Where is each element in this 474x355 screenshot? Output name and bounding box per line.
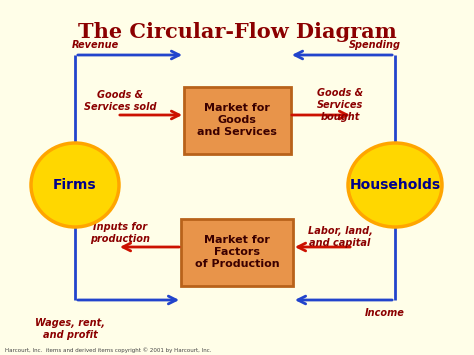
FancyBboxPatch shape bbox=[184, 87, 291, 154]
Text: Inputs for
production: Inputs for production bbox=[90, 222, 150, 244]
Text: Goods &
Services sold: Goods & Services sold bbox=[84, 90, 156, 112]
Ellipse shape bbox=[31, 143, 119, 227]
Text: Households: Households bbox=[349, 178, 440, 192]
Text: Spending: Spending bbox=[349, 40, 401, 50]
Text: Income: Income bbox=[365, 308, 405, 318]
Text: Wages, rent,
and profit: Wages, rent, and profit bbox=[35, 318, 105, 340]
Text: Harcourt, Inc.  items and derived items copyright © 2001 by Harcourt, Inc.: Harcourt, Inc. items and derived items c… bbox=[5, 347, 211, 353]
Text: Firms: Firms bbox=[53, 178, 97, 192]
Text: Market for
Factors
of Production: Market for Factors of Production bbox=[195, 235, 279, 269]
Text: The Circular-Flow Diagram: The Circular-Flow Diagram bbox=[78, 22, 396, 42]
Text: Goods &
Services
bought: Goods & Services bought bbox=[317, 88, 363, 122]
Text: Revenue: Revenue bbox=[72, 40, 118, 50]
FancyBboxPatch shape bbox=[181, 219, 293, 286]
Text: Labor, land,
and capital: Labor, land, and capital bbox=[308, 226, 373, 248]
Ellipse shape bbox=[348, 143, 442, 227]
Text: Market for
Goods
and Services: Market for Goods and Services bbox=[197, 103, 277, 137]
